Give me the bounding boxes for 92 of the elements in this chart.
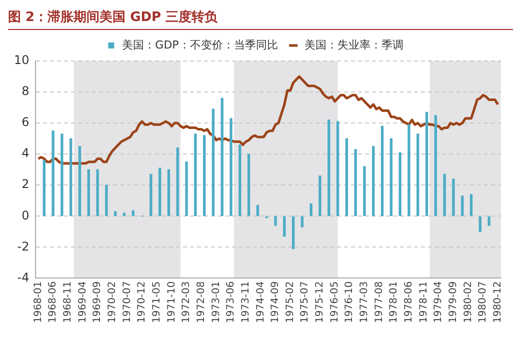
x-tick-label: 1968-06 xyxy=(48,281,59,324)
x-tick-label: 1971-05 xyxy=(151,281,162,324)
x-tick-label: 1972-08 xyxy=(196,281,207,324)
y-tick-label: 0 xyxy=(22,208,30,222)
bar xyxy=(114,211,117,216)
x-tick-label: 1973-01 xyxy=(210,281,222,324)
legend-label: 美国：失业率：季调 xyxy=(304,38,404,52)
bar xyxy=(105,184,108,216)
y-tick-label: 6 xyxy=(22,115,30,130)
bar xyxy=(185,162,188,216)
bar xyxy=(328,120,330,216)
bar xyxy=(416,134,420,216)
x-tick-label: 1973-06 xyxy=(226,281,237,324)
bar xyxy=(488,216,490,226)
bar xyxy=(380,126,384,216)
bar xyxy=(220,98,224,216)
x-tick-label: 1973-11 xyxy=(240,281,252,324)
bar xyxy=(238,144,242,216)
x-tick-label: 1968-01 xyxy=(32,281,44,324)
x-tick-label: 1968-11 xyxy=(62,281,74,324)
bar xyxy=(283,216,286,237)
bar xyxy=(274,216,277,226)
bar xyxy=(300,216,304,228)
bar xyxy=(167,169,170,216)
x-tick-label: 1978-11 xyxy=(418,281,430,324)
bar xyxy=(318,175,322,216)
y-tick-label: -2 xyxy=(17,239,30,254)
bar xyxy=(230,118,232,216)
bar xyxy=(256,204,260,216)
x-tick-label: 1976-10 xyxy=(344,281,356,324)
bar xyxy=(372,146,375,216)
x-tick-label: 1969-09 xyxy=(92,281,104,324)
bar xyxy=(122,212,126,216)
bar xyxy=(78,146,82,216)
x-tick-label: 1978-01 xyxy=(388,281,400,324)
bar xyxy=(158,168,162,216)
bar xyxy=(443,174,446,216)
bar xyxy=(398,152,402,216)
bar xyxy=(292,216,295,250)
x-tick-label: 1979-04 xyxy=(433,281,444,324)
bar xyxy=(434,114,437,216)
bar xyxy=(132,210,134,216)
bar xyxy=(202,135,206,216)
y-tick-label: 10 xyxy=(14,53,30,68)
bar xyxy=(150,174,152,216)
bar xyxy=(354,149,357,216)
bar xyxy=(52,130,54,216)
x-tick-label: 1972-03 xyxy=(181,281,192,324)
bar xyxy=(452,178,455,216)
bar xyxy=(96,169,99,216)
bar xyxy=(345,138,348,216)
bar xyxy=(310,203,312,216)
x-tick-label: 1980-12 xyxy=(492,281,504,324)
bar xyxy=(470,194,473,216)
bar xyxy=(194,134,197,216)
x-tick-label: 1970-07 xyxy=(122,281,133,324)
bar xyxy=(212,108,215,216)
x-tick-label: 1977-08 xyxy=(374,281,385,324)
x-tick-label: 1979-09 xyxy=(448,281,460,324)
bar xyxy=(42,160,46,216)
legend-label: 美国：GDP：不变价：当季同比 xyxy=(122,38,278,52)
bar xyxy=(478,216,482,232)
bar xyxy=(425,112,428,216)
x-tick-label: 1975-07 xyxy=(300,281,311,324)
x-tick-label: 1970-12 xyxy=(136,281,148,324)
bar xyxy=(70,138,72,216)
x-tick-label: 1976-05 xyxy=(329,281,340,324)
bar xyxy=(60,134,64,216)
x-tick-label: 1971-10 xyxy=(166,281,178,324)
bar xyxy=(390,138,392,216)
y-tick-label: 2 xyxy=(22,177,30,192)
x-tick-label: 1975-12 xyxy=(314,281,326,324)
x-tick-label: 1975-02 xyxy=(284,281,296,324)
x-tick-label: 1980-02 xyxy=(462,281,474,324)
y-tick-label: -4 xyxy=(17,270,30,284)
x-tick-label: 1980-07 xyxy=(478,281,489,324)
bar xyxy=(176,148,179,216)
x-tick-label: 1969-04 xyxy=(77,281,88,324)
bar xyxy=(87,169,90,216)
bar xyxy=(408,124,410,216)
chart-title: 图 2：滞胀期间美国 GDP 三度转负 xyxy=(8,8,513,30)
y-tick-label: 8 xyxy=(22,84,30,98)
x-tick-label: 1970-02 xyxy=(106,281,118,324)
y-tick-label: 4 xyxy=(22,146,30,160)
bar xyxy=(336,121,340,216)
bar xyxy=(363,166,366,216)
x-tick-label: 1978-06 xyxy=(404,281,415,324)
x-tick-label: 1974-04 xyxy=(255,281,266,324)
bar xyxy=(461,196,464,216)
x-tick-label: 1977-03 xyxy=(359,281,370,324)
x-tick-label: 1974-09 xyxy=(270,281,282,324)
bar xyxy=(247,154,250,216)
